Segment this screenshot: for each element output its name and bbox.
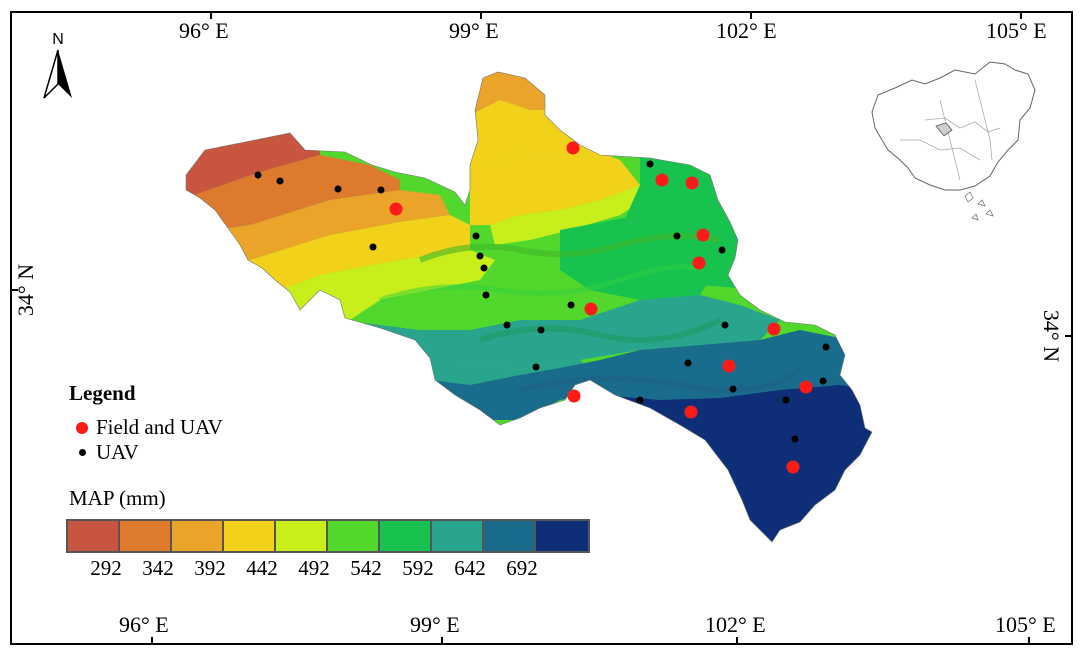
uav-point [503, 321, 511, 329]
scale-tick-label: 542 [350, 556, 382, 580]
lon-bottom-102: 102° E [705, 612, 766, 637]
scale-tick-label: 342 [142, 556, 174, 580]
map-color-scale [66, 519, 590, 553]
lon-top-102: 102° E [716, 18, 777, 43]
field-uav-point [722, 359, 736, 373]
scale-cell [276, 521, 328, 551]
tick-left-34 [10, 289, 18, 291]
uav-point [537, 326, 545, 334]
field-uav-point [786, 460, 800, 474]
red-dot-icon [76, 421, 88, 434]
legend-item-label: UAV [96, 440, 139, 464]
field-uav-point [389, 202, 403, 216]
north-label: N [52, 31, 64, 48]
scale-cell [328, 521, 380, 551]
scale-cell [120, 521, 172, 551]
tick-top-105 [1020, 11, 1022, 19]
uav-point [377, 186, 385, 194]
tick-top-99 [480, 11, 482, 19]
field-uav-point [655, 173, 669, 187]
uav-point [276, 177, 284, 185]
lon-top-105: 105° E [986, 18, 1047, 43]
uav-point [718, 246, 726, 254]
uav-point [819, 377, 827, 385]
uav-point [721, 321, 729, 329]
field-uav-point [567, 389, 581, 403]
legend-item-uav: UAV [76, 440, 139, 465]
uav-point [684, 359, 692, 367]
uav-point [482, 291, 490, 299]
uav-point [636, 396, 644, 404]
field-uav-point [767, 322, 781, 336]
scale-tick-label: 642 [454, 556, 486, 580]
tick-bottom-99 [441, 637, 443, 645]
black-dot-icon [79, 449, 86, 456]
field-uav-point [566, 141, 580, 155]
scale-tick-label: 292 [90, 556, 122, 580]
map-scale-title: MAP (mm) [69, 486, 166, 510]
scale-tick-label: 492 [298, 556, 330, 580]
scale-tick-label: 692 [506, 556, 538, 580]
field-uav-points [389, 141, 813, 474]
scale-cell [484, 521, 536, 551]
uav-point [729, 385, 737, 393]
scale-cell [224, 521, 276, 551]
legend-item-label: Field and UAV [96, 415, 223, 439]
field-uav-point [685, 176, 699, 190]
scale-cell [432, 521, 484, 551]
tick-bottom-96 [151, 637, 153, 645]
uav-point [480, 264, 488, 272]
tick-bottom-102 [736, 637, 738, 645]
uav-point [822, 343, 830, 351]
uav-point [254, 171, 262, 179]
field-uav-point [696, 228, 710, 242]
uav-point [782, 396, 790, 404]
field-uav-point [684, 405, 698, 419]
uav-point [334, 185, 342, 193]
uav-point [673, 232, 681, 240]
field-uav-point [584, 302, 598, 316]
scale-cell [172, 521, 224, 551]
tick-right-34 [1065, 335, 1073, 337]
lon-bottom-99: 99° E [410, 612, 460, 637]
field-uav-point [799, 380, 813, 394]
lon-bottom-96: 96° E [119, 612, 169, 637]
north-arrow-icon: N [43, 31, 72, 99]
legend-item-field-uav: Field and UAV [76, 415, 223, 440]
scale-tick-label: 442 [246, 556, 278, 580]
scale-cell [536, 521, 588, 551]
scale-tick-label: 392 [194, 556, 226, 580]
field-uav-point [692, 256, 706, 270]
china-inset-map [871, 61, 1036, 221]
uav-point [476, 252, 484, 260]
tick-bottom-105 [1028, 637, 1030, 645]
legend-title: Legend [69, 381, 136, 405]
scale-cell [380, 521, 432, 551]
uav-point [532, 363, 540, 371]
map-frame [10, 11, 1073, 645]
tick-top-102 [750, 11, 752, 19]
scale-tick-label: 592 [402, 556, 434, 580]
uav-point [472, 232, 480, 240]
scale-cell [68, 521, 120, 551]
uav-point [646, 160, 654, 168]
map-region [186, 72, 872, 542]
uav-point [791, 435, 799, 443]
lon-bottom-105: 105° E [995, 612, 1056, 637]
region-outline [185, 71, 873, 543]
lon-top-96: 96° E [179, 18, 229, 43]
lon-top-99: 99° E [449, 18, 499, 43]
tick-top-96 [210, 11, 212, 19]
uav-point [567, 301, 575, 309]
uav-point [369, 243, 377, 251]
uav-points [254, 160, 830, 443]
